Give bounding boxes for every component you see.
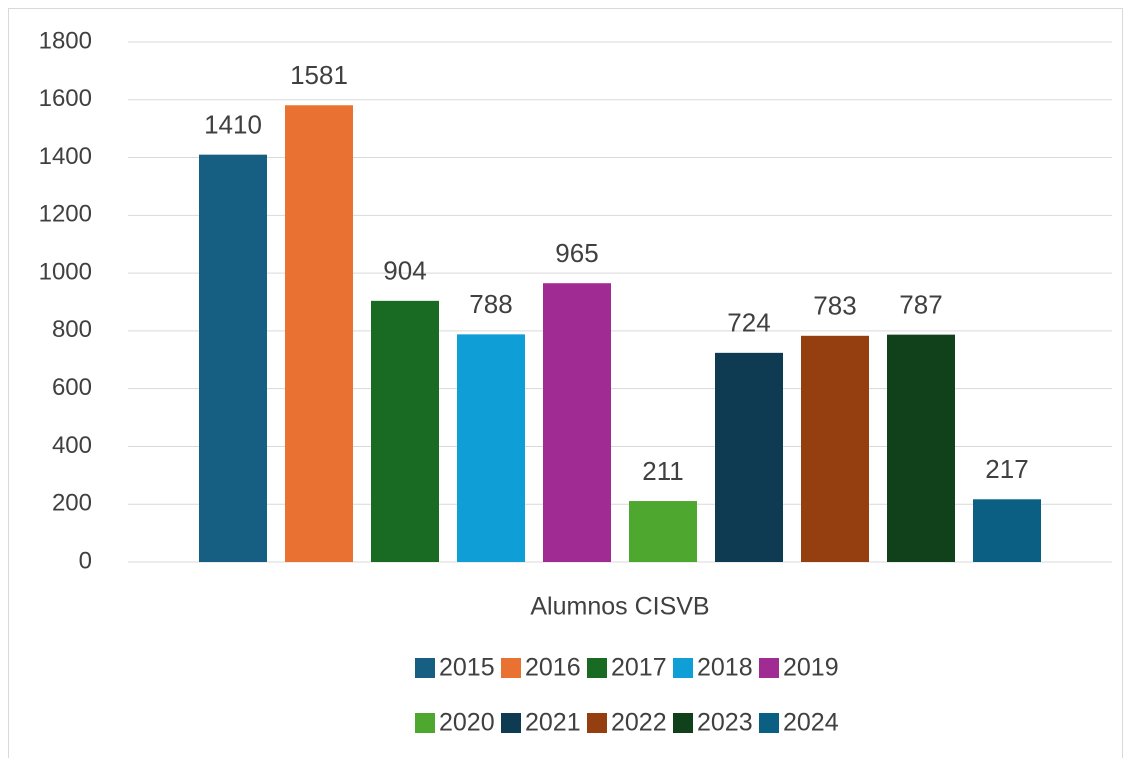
bar [629,501,697,562]
bar [715,352,783,562]
data-label: 783 [813,291,856,321]
data-label: 1581 [290,60,348,90]
data-label: 211 [642,456,683,486]
legend-label: 2017 [611,654,667,682]
legend-label: 2023 [697,709,753,737]
y-tick-label: 1600 [39,85,92,112]
y-tick-label: 1800 [39,27,92,54]
data-label: 1410 [204,110,262,140]
chart-border [8,8,1123,758]
legend-swatch [759,713,779,733]
bar [887,334,955,562]
y-tick-label: 600 [52,374,92,401]
legend-label: 2019 [783,654,839,682]
bar [371,300,439,562]
legend-swatch [501,713,521,733]
y-tick-label: 200 [52,490,92,517]
legend-label: 2016 [525,654,581,682]
legend-swatch [501,658,521,678]
bar [199,154,267,562]
bar [973,499,1041,562]
legend-label: 2022 [611,709,667,737]
legend-swatch [673,713,693,733]
bar [801,335,869,562]
data-label: 787 [899,290,942,320]
data-label: 217 [985,454,1028,484]
bar [457,334,525,562]
y-tick-label: 1000 [39,258,92,285]
bar [543,283,611,562]
legend-label: 2021 [525,709,581,737]
legend-swatch [415,658,435,678]
data-label: 904 [383,256,426,286]
legend-swatch [673,658,693,678]
legend-label: 2018 [697,654,753,682]
y-tick-label: 400 [52,432,92,459]
data-label: 724 [727,308,770,338]
y-tick-label: 800 [52,316,92,343]
y-tick-label: 0 [79,547,92,574]
data-label: 788 [469,289,512,319]
legend-swatch [759,658,779,678]
y-tick-label: 1400 [39,143,92,170]
legend-label: 2015 [439,654,495,682]
x-tick-label: Alumnos CISVB [530,593,709,621]
legend-swatch [415,713,435,733]
legend-swatch [587,713,607,733]
y-tick-label: 1200 [39,201,92,228]
data-label: 965 [555,238,598,268]
legend-swatch [587,658,607,678]
legend-label: 2020 [439,709,495,737]
legend-label: 2024 [783,709,839,737]
bar [285,105,353,563]
